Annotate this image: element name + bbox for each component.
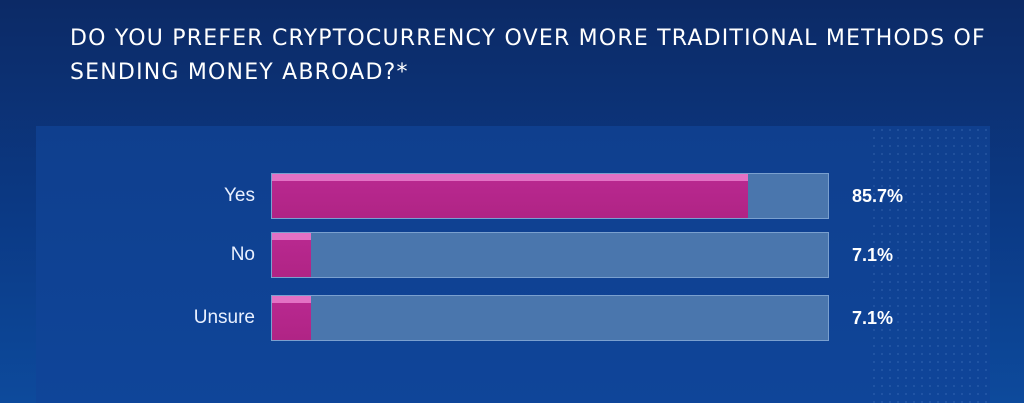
chart-panel: Yes 85.7% No 7.1% Unsure 7.1% — [36, 126, 990, 403]
bar-row: No 7.1% — [36, 232, 990, 278]
category-label: No — [230, 244, 255, 265]
bar-chart: Yes 85.7% No 7.1% Unsure 7.1% — [36, 126, 990, 403]
chart-title: DO YOU PREFER CRYPTOCURRENCY OVER MORE T… — [70, 26, 986, 85]
bar-track — [271, 232, 829, 278]
bar-row: Unsure 7.1% — [36, 295, 990, 341]
bar-track — [271, 295, 829, 341]
bar — [272, 233, 312, 277]
bar-row: Yes 85.7% — [36, 173, 990, 219]
bar — [272, 296, 312, 340]
category-label: Yes — [224, 185, 255, 206]
bar — [272, 174, 749, 218]
category-label: Unsure — [193, 307, 255, 328]
bar-track — [271, 173, 829, 219]
value-label: 7.1% — [852, 245, 894, 265]
value-label: 85.7% — [852, 186, 904, 206]
value-label: 7.1% — [852, 308, 894, 328]
